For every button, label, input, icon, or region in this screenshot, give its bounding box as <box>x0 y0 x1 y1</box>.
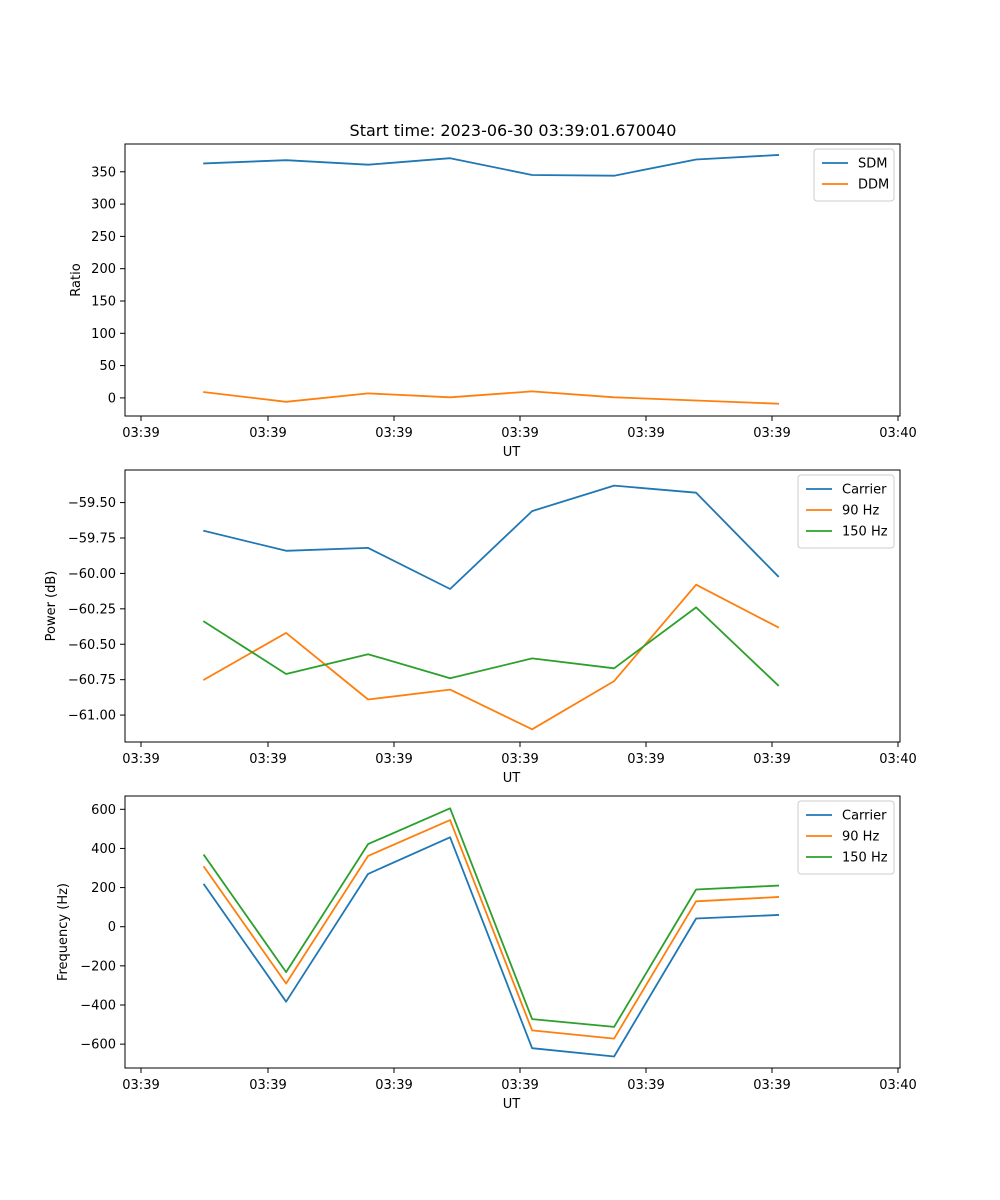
y-tick-label: −200 <box>80 959 116 974</box>
y-tick-label: −60.00 <box>68 567 116 582</box>
y-tick-label: 200 <box>91 881 116 896</box>
series-line-carrier <box>203 484 780 590</box>
x-tick-label: 03:39 <box>249 426 286 441</box>
x-tick-label: 03:39 <box>122 1078 159 1093</box>
x-tick-label: 03:39 <box>249 752 286 767</box>
x-axis-label: UT <box>503 771 521 786</box>
x-tick-label: 03:39 <box>753 426 790 441</box>
x-tick-label: 03:40 <box>879 1078 916 1093</box>
y-tick-label: 350 <box>91 165 116 180</box>
series-line-150-hz <box>202 807 780 1028</box>
legend-label: 150 Hz <box>842 851 888 866</box>
y-tick-label: −400 <box>80 998 116 1013</box>
chart-panel-3: 03:39 03:39 03:39 03:39 03:39 03:39 03:40 −600 −… <box>56 795 917 1112</box>
legend-label: Carrier <box>842 483 887 498</box>
x-axis-label: UT <box>503 445 521 460</box>
y-tick-label: 150 <box>91 294 116 309</box>
legend: Carrier 90 Hz 150 Hz <box>797 474 895 549</box>
y-tick-label: 0 <box>108 391 116 406</box>
legend-label: Carrier <box>842 809 887 824</box>
y-tick-label: −61.00 <box>68 709 116 724</box>
axes-frame <box>124 143 901 417</box>
x-tick-label: 03:39 <box>375 426 412 441</box>
chart-panel-1: 03:39 03:39 03:39 03:39 03:39 03:39 03:40 0 50 10… <box>69 143 917 460</box>
x-tick-label: 03:39 <box>501 1078 538 1093</box>
axes-frame <box>124 795 901 1069</box>
y-tick-label: 600 <box>91 803 116 818</box>
y-tick-label: −59.75 <box>68 532 116 547</box>
y-tick-label: −59.50 <box>68 496 116 511</box>
series-line-90-hz <box>202 819 780 1040</box>
x-tick-label: 03:39 <box>501 752 538 767</box>
y-tick-label: 250 <box>91 230 116 245</box>
x-tick-label: 03:39 <box>375 1078 412 1093</box>
y-tick-label: 0 <box>108 920 116 935</box>
x-tick-label: 03:39 <box>375 752 412 767</box>
y-tick-label: 50 <box>99 359 116 374</box>
y-axis-label: Frequency (Hz) <box>56 883 71 981</box>
legend-box <box>797 474 895 549</box>
legend: SDM DDM <box>813 148 895 202</box>
y-tick-label: 200 <box>91 262 116 277</box>
x-axis-label: UT <box>503 1097 521 1112</box>
legend-box <box>813 148 895 202</box>
x-tick-label: 03:40 <box>879 752 916 767</box>
y-axis-label: Ratio <box>69 263 84 296</box>
y-tick-label: −600 <box>80 1038 116 1053</box>
legend-label: 90 Hz <box>842 504 879 519</box>
y-tick-label: 100 <box>91 327 116 342</box>
series-line-150-hz <box>202 606 780 687</box>
y-tick-label: −60.25 <box>68 602 116 617</box>
legend: Carrier 90 Hz 150 Hz <box>797 800 895 875</box>
series-line-carrier <box>202 836 780 1058</box>
legend-box <box>797 800 895 875</box>
y-tick-label: 300 <box>91 198 116 213</box>
x-tick-label: 03:39 <box>753 1078 790 1093</box>
panels: 03:39 03:39 03:39 03:39 03:39 03:39 03:40 0 50 10… <box>44 143 917 1112</box>
y-tick-label: −60.50 <box>68 638 116 653</box>
x-tick-label: 03:39 <box>122 426 159 441</box>
x-tick-label: 03:39 <box>627 752 664 767</box>
y-axis-label: Power (dB) <box>44 571 59 642</box>
x-tick-label: 03:40 <box>879 426 916 441</box>
legend-label: DDM <box>858 178 889 193</box>
legend-label: 90 Hz <box>842 830 879 845</box>
series-line-ddm <box>203 390 780 405</box>
x-tick-label: 03:39 <box>627 426 664 441</box>
x-tick-label: 03:39 <box>627 1078 664 1093</box>
legend-label: SDM <box>858 157 887 172</box>
x-tick-label: 03:39 <box>501 426 538 441</box>
axes-frame <box>124 469 901 743</box>
legend-label: 150 Hz <box>842 525 888 540</box>
y-tick-label: 400 <box>91 842 116 857</box>
x-tick-label: 03:39 <box>753 752 790 767</box>
series-line-sdm <box>203 154 780 177</box>
series-line-90-hz <box>202 583 780 731</box>
x-tick-label: 03:39 <box>249 1078 286 1093</box>
figure-title: Start time: 2023-06-30 03:39:01.670040 <box>350 121 677 140</box>
x-tick-label: 03:39 <box>122 752 159 767</box>
chart-panel-2: 03:39 03:39 03:39 03:39 03:39 03:39 03:40 −61.0… <box>44 469 917 786</box>
y-tick-label: −60.75 <box>68 673 116 688</box>
